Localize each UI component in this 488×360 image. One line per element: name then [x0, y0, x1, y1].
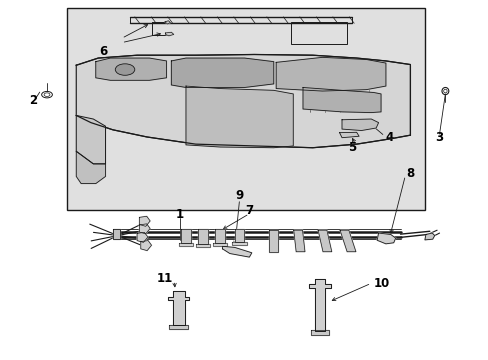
- Polygon shape: [222, 246, 251, 257]
- Text: 11: 11: [157, 273, 173, 285]
- Ellipse shape: [115, 64, 135, 75]
- Polygon shape: [76, 116, 105, 164]
- Polygon shape: [339, 132, 358, 138]
- Polygon shape: [113, 229, 120, 239]
- Polygon shape: [181, 229, 190, 243]
- Polygon shape: [168, 324, 188, 329]
- Polygon shape: [311, 330, 328, 335]
- Polygon shape: [234, 229, 244, 242]
- Polygon shape: [167, 291, 189, 325]
- Polygon shape: [76, 151, 105, 184]
- Polygon shape: [276, 57, 385, 91]
- Polygon shape: [165, 32, 173, 36]
- Polygon shape: [178, 243, 193, 246]
- Text: 4: 4: [385, 131, 393, 144]
- Polygon shape: [137, 232, 147, 242]
- Polygon shape: [269, 230, 278, 252]
- Polygon shape: [195, 244, 210, 247]
- Text: 10: 10: [373, 278, 389, 291]
- Polygon shape: [141, 240, 151, 251]
- Polygon shape: [318, 230, 331, 252]
- Polygon shape: [212, 243, 227, 246]
- Text: 9: 9: [235, 189, 243, 202]
- Bar: [66, 8, 424, 211]
- Polygon shape: [185, 86, 293, 148]
- Bar: [290, 22, 346, 44]
- Polygon shape: [339, 230, 355, 252]
- Text: 6: 6: [99, 45, 107, 58]
- Polygon shape: [376, 233, 395, 244]
- Polygon shape: [232, 242, 246, 244]
- Text: 5: 5: [347, 141, 355, 154]
- Polygon shape: [139, 216, 150, 226]
- Polygon shape: [293, 230, 305, 252]
- Polygon shape: [96, 58, 166, 80]
- Polygon shape: [164, 21, 170, 24]
- Polygon shape: [341, 119, 378, 131]
- Text: 1: 1: [176, 208, 184, 221]
- Polygon shape: [309, 279, 330, 330]
- Polygon shape: [424, 233, 434, 240]
- Text: 3: 3: [435, 131, 443, 144]
- Text: 8: 8: [406, 167, 413, 180]
- Polygon shape: [171, 58, 273, 87]
- Polygon shape: [303, 87, 380, 113]
- Polygon shape: [215, 229, 224, 243]
- Polygon shape: [198, 229, 207, 244]
- Polygon shape: [76, 54, 409, 148]
- Text: 7: 7: [245, 204, 253, 217]
- Polygon shape: [139, 224, 150, 234]
- Text: 2: 2: [29, 94, 37, 107]
